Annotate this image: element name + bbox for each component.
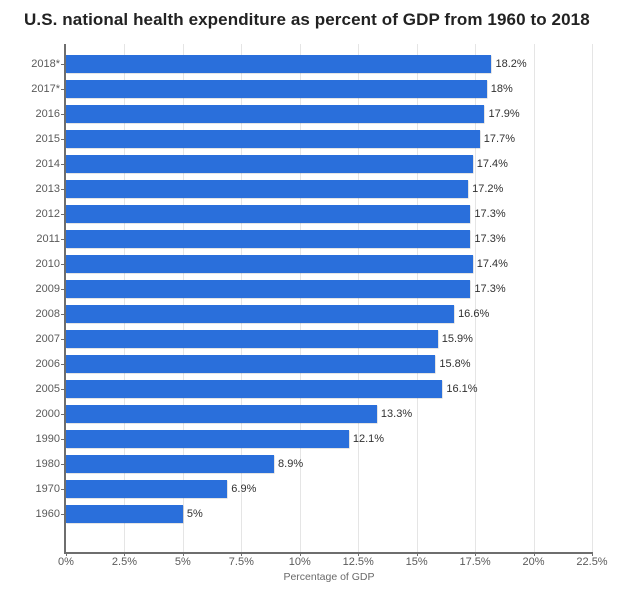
bar-value-label: 17.3% bbox=[474, 283, 505, 295]
bar bbox=[66, 330, 438, 348]
bar-row: 201017.4% bbox=[66, 254, 592, 274]
bar-row: 200516.1% bbox=[66, 379, 592, 399]
bar-value-label: 17.3% bbox=[474, 233, 505, 245]
bar-value-label: 17.9% bbox=[488, 108, 519, 120]
bar-value-label: 18.2% bbox=[495, 58, 526, 70]
bar bbox=[66, 130, 480, 148]
bar bbox=[66, 80, 487, 98]
bar-row: 200816.6% bbox=[66, 304, 592, 324]
bar-row: 200917.3% bbox=[66, 279, 592, 299]
bar bbox=[66, 230, 470, 248]
y-axis-label: 2000 bbox=[36, 408, 66, 420]
bar-value-label: 17.4% bbox=[477, 158, 508, 170]
bar-value-label: 12.1% bbox=[353, 433, 384, 445]
x-tick-label: 10% bbox=[289, 552, 311, 568]
bar-row: 19605% bbox=[66, 504, 592, 524]
x-axis-label: Percentage of GDP bbox=[283, 571, 374, 583]
bar-row: 2018*18.2% bbox=[66, 54, 592, 74]
bar-value-label: 13.3% bbox=[381, 408, 412, 420]
bar-value-label: 17.4% bbox=[477, 258, 508, 270]
bar-value-label: 15.8% bbox=[439, 358, 470, 370]
bar-row: 201217.3% bbox=[66, 204, 592, 224]
x-tick-label: 17.5% bbox=[460, 552, 491, 568]
bar-value-label: 15.9% bbox=[442, 333, 473, 345]
bar bbox=[66, 280, 470, 298]
bar bbox=[66, 180, 468, 198]
bar-value-label: 18% bbox=[491, 83, 513, 95]
bar bbox=[66, 480, 227, 498]
y-axis-label: 2009 bbox=[36, 283, 66, 295]
bar-value-label: 17.3% bbox=[474, 208, 505, 220]
y-axis-label: 2014 bbox=[36, 158, 66, 170]
bar-row: 2017*18% bbox=[66, 79, 592, 99]
plot-area: 2018*18.2% 2017*18% 201617.9% 201517.7% 2014… bbox=[66, 44, 592, 552]
bar-row: 200013.3% bbox=[66, 404, 592, 424]
x-tick-label: 20% bbox=[523, 552, 545, 568]
bar-row: 201517.7% bbox=[66, 129, 592, 149]
bar bbox=[66, 505, 183, 523]
bar-row: 201317.2% bbox=[66, 179, 592, 199]
x-tick-label: 12.5% bbox=[343, 552, 374, 568]
y-axis-label: 1970 bbox=[36, 483, 66, 495]
bar-value-label: 5% bbox=[187, 508, 203, 520]
y-axis-label: 1980 bbox=[36, 458, 66, 470]
bar-row: 19706.9% bbox=[66, 479, 592, 499]
y-axis-label: 2006 bbox=[36, 358, 66, 370]
bar bbox=[66, 155, 473, 173]
gridline bbox=[592, 44, 593, 552]
x-tick-label: 0% bbox=[58, 552, 74, 568]
bar-value-label: 8.9% bbox=[278, 458, 303, 470]
bar-row: 200615.8% bbox=[66, 354, 592, 374]
y-axis-label: 2005 bbox=[36, 383, 66, 395]
bar-value-label: 16.1% bbox=[446, 383, 477, 395]
y-axis-label: 2013 bbox=[36, 183, 66, 195]
bar bbox=[66, 355, 435, 373]
bar bbox=[66, 455, 274, 473]
y-axis-label: 1990 bbox=[36, 433, 66, 445]
bar bbox=[66, 205, 470, 223]
y-axis-label: 2018* bbox=[31, 58, 66, 70]
bar-row: 19808.9% bbox=[66, 454, 592, 474]
x-tick-label: 15% bbox=[406, 552, 428, 568]
bar-row: 201617.9% bbox=[66, 104, 592, 124]
bar-value-label: 17.2% bbox=[472, 183, 503, 195]
bar bbox=[66, 380, 442, 398]
bar-row: 201417.4% bbox=[66, 154, 592, 174]
bar-value-label: 6.9% bbox=[231, 483, 256, 495]
y-axis-label: 1960 bbox=[36, 508, 66, 520]
chart-area: 2018*18.2% 2017*18% 201617.9% 201517.7% 2014… bbox=[64, 44, 592, 554]
bar-value-label: 16.6% bbox=[458, 308, 489, 320]
bar-row: 201117.3% bbox=[66, 229, 592, 249]
bar-value-label: 17.7% bbox=[484, 133, 515, 145]
bar bbox=[66, 430, 349, 448]
bar bbox=[66, 255, 473, 273]
bar bbox=[66, 55, 491, 73]
x-tick-label: 22.5% bbox=[576, 552, 607, 568]
chart-title: U.S. national health expenditure as perc… bbox=[24, 10, 622, 30]
bar-row: 199012.1% bbox=[66, 429, 592, 449]
y-axis-label: 2012 bbox=[36, 208, 66, 220]
y-axis-label: 2015 bbox=[36, 133, 66, 145]
y-axis-label: 2017* bbox=[31, 83, 66, 95]
x-tick-label: 5% bbox=[175, 552, 191, 568]
y-axis-label: 2011 bbox=[36, 233, 66, 245]
bar bbox=[66, 305, 454, 323]
y-axis-label: 2010 bbox=[36, 258, 66, 270]
bar bbox=[66, 405, 377, 423]
bar-row: 200715.9% bbox=[66, 329, 592, 349]
x-tick-label: 2.5% bbox=[112, 552, 137, 568]
y-axis-label: 2008 bbox=[36, 308, 66, 320]
y-axis-label: 2016 bbox=[36, 108, 66, 120]
y-axis-label: 2007 bbox=[36, 333, 66, 345]
bar bbox=[66, 105, 484, 123]
x-tick-label: 7.5% bbox=[229, 552, 254, 568]
